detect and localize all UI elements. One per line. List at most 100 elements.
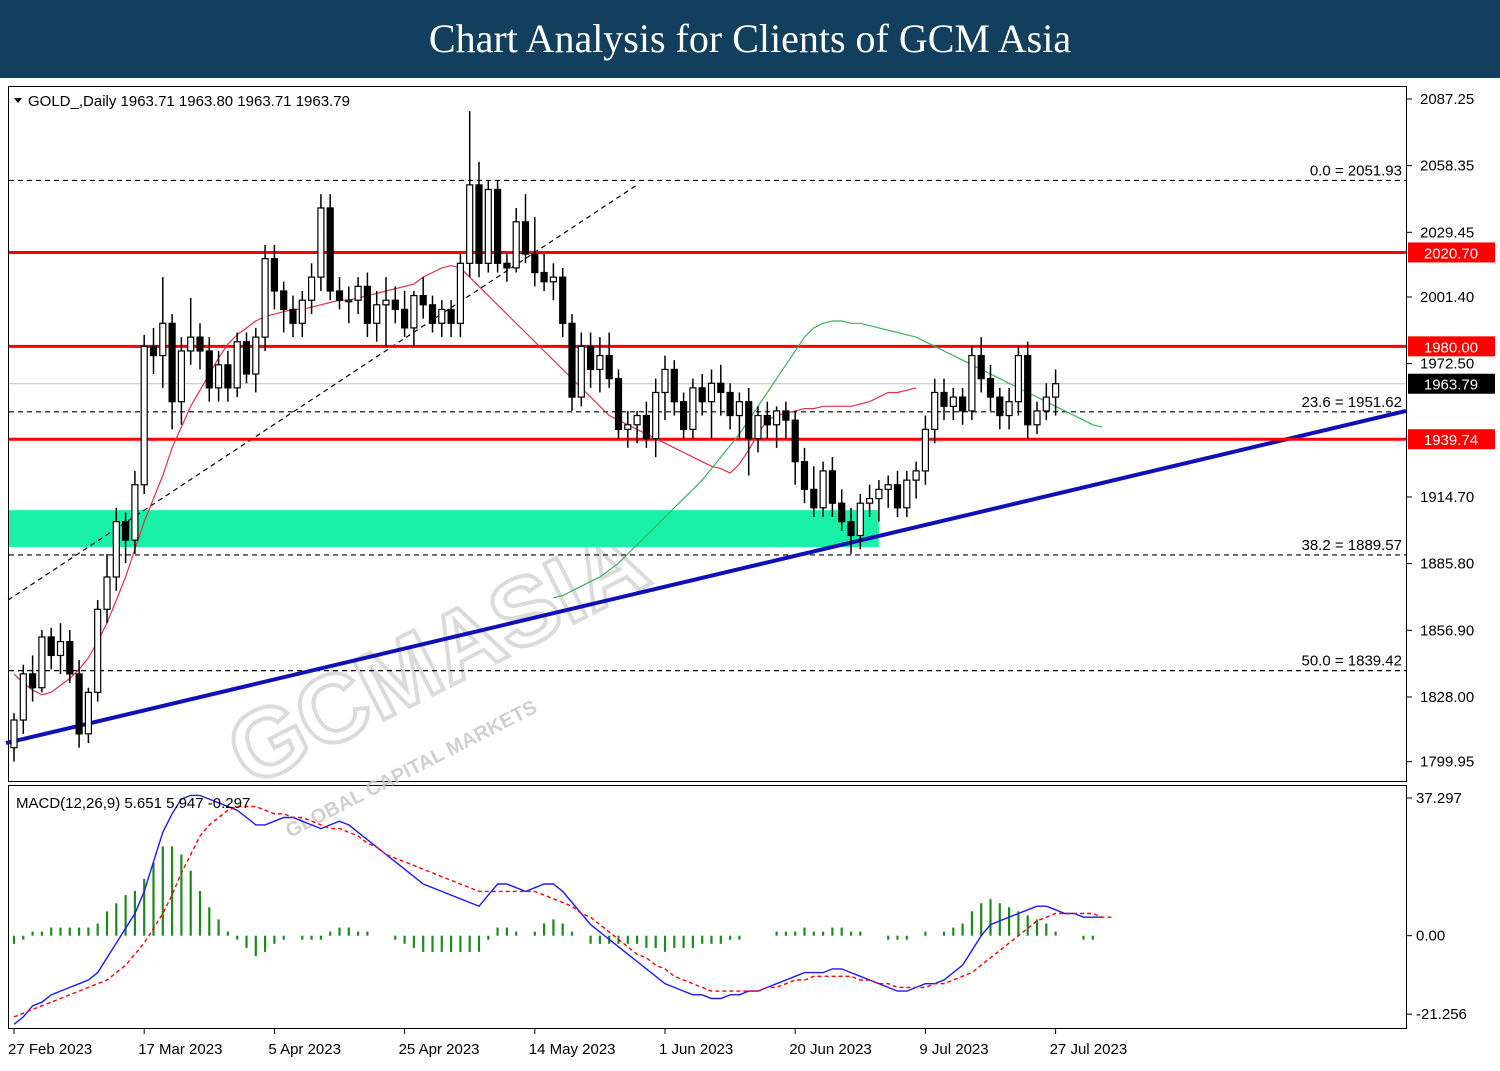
candle-body [75, 673, 83, 735]
candle-body [308, 276, 316, 301]
candle [968, 346, 976, 421]
fib-label-2: 38.2 = 1889.57 [1301, 537, 1402, 554]
price-tick-label: 1856.90 [1420, 622, 1474, 639]
candle [438, 300, 446, 338]
macd-panel-frame [8, 785, 1407, 1029]
level-tag-1 [1408, 336, 1495, 357]
candle-body [577, 345, 585, 398]
candle [345, 286, 353, 324]
candle [131, 470, 139, 554]
candle [38, 630, 46, 693]
dropdown-triangle-icon[interactable] [14, 98, 22, 103]
macd-line [13, 794, 1103, 1025]
candle-body [484, 188, 492, 264]
candle-body [382, 299, 390, 306]
candle-body [280, 290, 288, 311]
candle [456, 254, 464, 338]
candle [224, 350, 232, 402]
candle [605, 332, 613, 388]
candle-body [29, 673, 37, 689]
candle [466, 111, 474, 278]
candle-body [893, 484, 902, 509]
signal-line [13, 805, 1112, 1018]
candle-body [66, 640, 74, 675]
candle [949, 387, 957, 421]
candle [382, 277, 390, 347]
candle-body [159, 322, 167, 357]
candle-body [10, 719, 18, 749]
candle [19, 664, 27, 734]
candle [679, 392, 688, 439]
candle-body [847, 521, 855, 537]
date-tick-label: 1 Jun 2023 [659, 1041, 733, 1058]
candle [689, 378, 697, 439]
candle [410, 290, 418, 347]
candle [29, 655, 37, 702]
candle [298, 290, 306, 338]
candle-body [931, 391, 939, 430]
candle [568, 314, 576, 411]
candle-body [419, 295, 427, 306]
candle [308, 263, 316, 315]
price-tick-label: 2001.40 [1420, 289, 1474, 306]
candle [177, 337, 185, 425]
candle [865, 484, 874, 518]
candle [252, 327, 260, 393]
candle [745, 387, 753, 476]
candle-body [94, 608, 102, 693]
candle-body [521, 221, 530, 255]
candle-body [1005, 401, 1013, 417]
price-panel-header: GOLD_,Daily 1963.71 1963.80 1963.71 1963… [28, 93, 350, 110]
candle-body [810, 488, 818, 509]
candle [66, 630, 74, 684]
candle-body [168, 322, 176, 403]
candle [270, 244, 278, 310]
candle [996, 387, 1004, 430]
candle-body [1051, 383, 1060, 398]
candle [75, 660, 83, 748]
level-tag-2 [1408, 429, 1495, 450]
candle-body [503, 262, 511, 269]
candle [559, 267, 567, 338]
candle [521, 194, 530, 264]
candle [800, 447, 809, 504]
candle [586, 332, 595, 388]
candle-body [633, 414, 641, 426]
candle [726, 383, 734, 430]
candle-body [298, 299, 306, 324]
candle-body [791, 419, 799, 463]
candle [317, 194, 325, 291]
candle [624, 410, 632, 448]
candle [828, 457, 837, 518]
candle-body [726, 391, 734, 417]
candle-body [363, 285, 371, 324]
candle [931, 378, 939, 444]
candle [549, 263, 558, 301]
candle-body [772, 410, 781, 426]
candle-body [270, 258, 278, 292]
level-tag-text-1: 1980.00 [1424, 339, 1478, 356]
candle-body [921, 428, 930, 472]
price-tick-label: 1885.80 [1420, 556, 1474, 573]
candle-body [224, 364, 232, 389]
candle-body [373, 304, 381, 324]
candle-body [856, 502, 864, 537]
candle [140, 334, 148, 494]
price-tick-label: 1972.50 [1420, 356, 1474, 373]
candle-body [205, 350, 213, 389]
candle [577, 332, 585, 407]
candle-body [345, 299, 353, 303]
candle [233, 332, 241, 398]
candle [791, 410, 799, 485]
candle-body [912, 470, 920, 481]
candle-body [187, 336, 195, 352]
candle-body [800, 461, 809, 490]
candle [159, 277, 167, 388]
fib-label-0: 0.0 = 2051.93 [1310, 162, 1402, 179]
candle [187, 297, 195, 365]
candle [838, 489, 846, 531]
candle [940, 378, 948, 421]
support-zone [9, 510, 879, 548]
candle-body [1042, 396, 1050, 412]
chart-canvas: GCMASIA GLOBAL CAPITAL MARKETS 0.0 = 205… [0, 78, 1500, 1071]
